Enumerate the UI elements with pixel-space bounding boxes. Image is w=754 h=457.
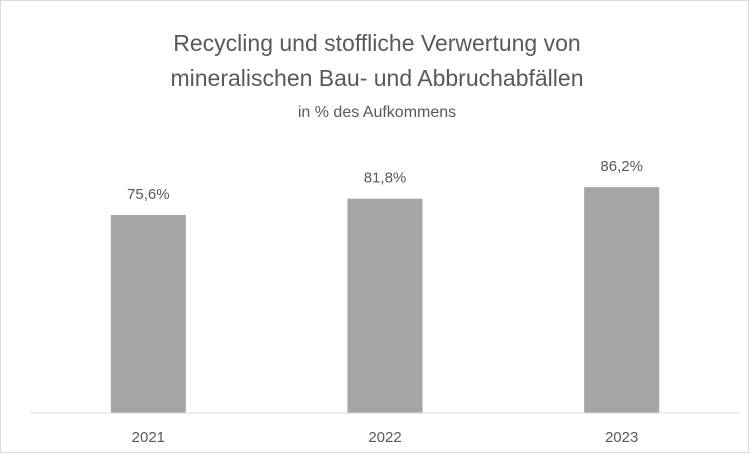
x-tick-label: 2021: [132, 429, 165, 446]
bar: [347, 198, 423, 413]
chart-title: Recycling und stoffliche Verwertung von: [173, 30, 580, 56]
data-label: 86,2%: [600, 158, 643, 175]
bar: [110, 214, 186, 413]
bar: [584, 187, 660, 413]
x-tick-label: 2023: [605, 429, 638, 446]
chart-title: mineralischen Bau- und Abbruchabfällen: [171, 65, 584, 91]
data-label: 81,8%: [364, 170, 407, 187]
x-tick-label: 2022: [368, 429, 401, 446]
chart-subtitle: in % des Aufkommens: [298, 104, 456, 121]
data-label: 75,6%: [127, 186, 170, 203]
